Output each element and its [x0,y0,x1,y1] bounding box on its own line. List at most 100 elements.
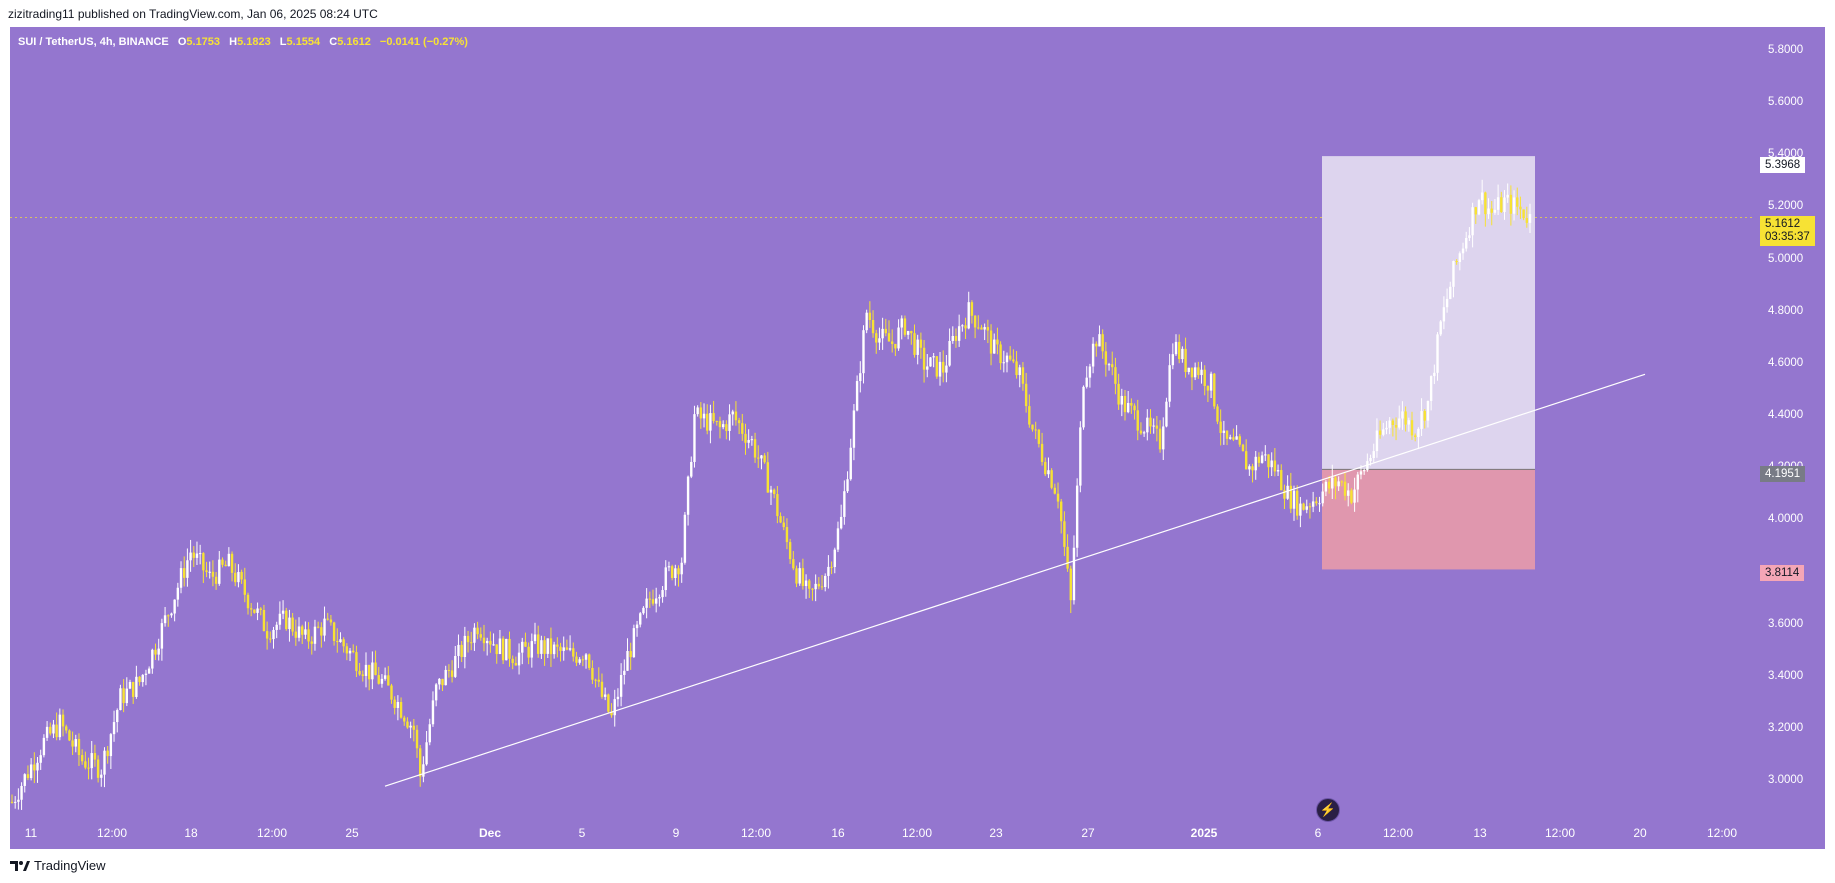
candle-body [910,331,913,334]
candle-body [1375,430,1379,452]
close-key: C [329,36,338,48]
candle-body [993,339,996,354]
candle-body [122,688,125,704]
candle-body [269,638,272,640]
candle-body [517,652,521,666]
candle-body [610,711,613,716]
candle-body [536,634,540,654]
candle-body [154,649,157,655]
candle-body [1260,455,1264,463]
candle-body [387,675,390,686]
date-tick-label: 20 [1633,826,1647,840]
candle-body [1190,367,1194,378]
candle-body [772,489,776,495]
candle-body [661,590,664,598]
candle-body [680,562,683,575]
candle-body [1216,406,1219,422]
lightning-icon[interactable]: ⚡ [1316,798,1340,822]
candle-body [1506,194,1509,198]
candle-body [670,566,674,579]
date-tick-label: 5 [578,826,586,840]
candle-body [508,638,511,659]
candle-body [967,302,970,329]
candle-body [929,357,932,367]
candle-body [728,414,731,431]
candle-body [996,339,999,345]
candle-body [1270,460,1273,468]
candle-body [1050,470,1053,488]
candle-body [731,411,734,415]
candle-body [275,624,278,630]
candle-body [1254,456,1257,471]
candle-body [763,455,766,463]
candle-body [766,462,770,493]
candle-body [1519,206,1522,210]
candle-body [198,553,202,555]
candle-body [1509,194,1513,214]
candle-body [466,635,470,643]
candle-body [36,762,39,771]
candle-body [1280,470,1283,491]
candle-body [1008,355,1012,360]
price-tick-label: 4.4000 [1768,409,1804,421]
date-tick-label: 12:00 [740,826,772,840]
candle-body [1075,485,1079,548]
trendline[interactable] [384,373,1646,787]
candle-body [1442,307,1446,322]
candle-body [779,516,782,523]
candle-body [52,724,55,734]
candle-body [234,572,237,583]
candle-body [999,344,1002,364]
candle-body [833,549,836,568]
date-tick-label: 12:00 [1706,826,1738,840]
candle-body [49,726,52,734]
candle-body [817,583,821,587]
candle-body [1362,470,1366,472]
candle-body [629,651,632,658]
candle-body [804,580,808,587]
candle-body [428,724,431,743]
candle-body [584,654,588,660]
candle-body [1187,367,1190,372]
symbol-info: SUI / TetherUS, 4h, BINANCE O5.1753 H5.1… [18,36,468,48]
candle-body [1044,461,1047,475]
candle-body [635,624,639,629]
candle-body [358,671,361,675]
candle-body [323,618,326,636]
candle-body [1225,430,1229,439]
candle-body [1343,481,1347,496]
loss-zone[interactable] [1322,469,1535,570]
candle-body [702,413,706,419]
candle-body [830,566,833,568]
candle-body [345,646,349,654]
candle-body [919,339,923,348]
candle-body [447,669,451,671]
candle-body [1174,341,1178,355]
candle-body [568,648,572,650]
candle-body [93,753,97,760]
candle-body [157,648,160,655]
candle-body [1273,460,1277,472]
candle-body [112,722,116,735]
candle-body [894,343,897,349]
candle-body [367,664,371,680]
candle-body [1401,411,1404,419]
candle-body [151,649,154,669]
candle-body [307,629,310,642]
profit-zone[interactable] [1322,156,1535,470]
candle-body [336,641,339,643]
candle-body [485,640,489,644]
candle-body [514,663,518,666]
candle-body [1455,261,1458,263]
candle-body [782,522,785,528]
candle-body [964,325,967,329]
candle-body [1209,373,1213,391]
open-value: 5.1753 [186,36,221,48]
candle-body [301,626,304,635]
date-tick-label: 18 [184,826,198,840]
candle-body [677,568,680,575]
candle-body [527,646,530,658]
footer-brand[interactable]: TradingView [10,858,106,873]
candle-body [1413,435,1417,438]
